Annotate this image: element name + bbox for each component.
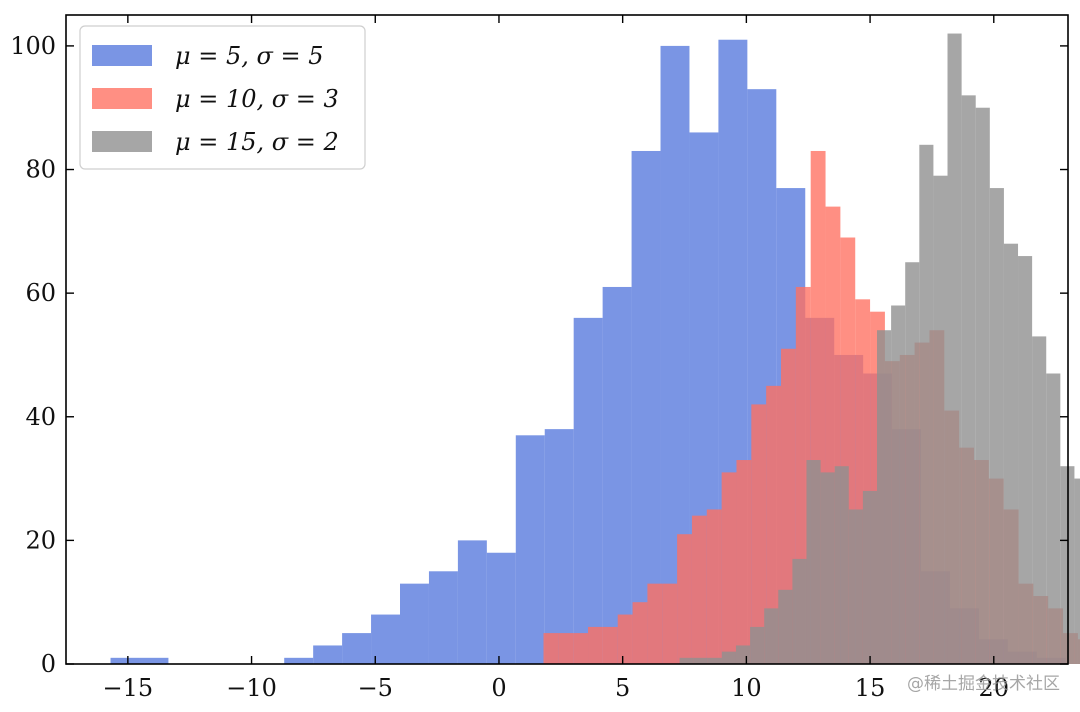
y-tick-label: 0 bbox=[41, 650, 56, 678]
histogram-bar bbox=[707, 657, 722, 664]
y-tick-label: 40 bbox=[25, 403, 56, 431]
histogram-bar bbox=[284, 657, 314, 664]
y-tick-label: 20 bbox=[25, 526, 56, 554]
histogram-bar bbox=[778, 589, 793, 664]
y-tick-label: 60 bbox=[25, 279, 56, 307]
x-tick-label: −5 bbox=[358, 674, 393, 702]
histogram-bar bbox=[313, 645, 343, 664]
histogram-bar bbox=[573, 317, 603, 664]
x-tick-label: 20 bbox=[979, 674, 1010, 702]
histogram-bar bbox=[1046, 373, 1061, 664]
x-tick-label: 0 bbox=[491, 674, 506, 702]
histogram-bar bbox=[750, 626, 765, 664]
y-tick-label: 100 bbox=[10, 32, 56, 60]
histogram-bar bbox=[766, 385, 782, 664]
histogram-bar bbox=[632, 602, 648, 664]
histogram-bar bbox=[721, 472, 737, 664]
histogram-bar bbox=[834, 466, 849, 664]
legend-swatch bbox=[92, 131, 152, 152]
legend-label: μ = 10, σ = 3 bbox=[175, 85, 339, 113]
histogram-bar bbox=[647, 583, 663, 664]
legend-label: μ = 5, σ = 5 bbox=[175, 42, 324, 70]
histogram-bar bbox=[342, 633, 372, 664]
histogram-bar bbox=[919, 144, 934, 665]
histogram-bar bbox=[792, 558, 807, 664]
histogram-bar bbox=[877, 330, 892, 664]
histogram-bar bbox=[933, 175, 948, 664]
histogram-bar bbox=[588, 626, 603, 664]
histogram-bar bbox=[602, 626, 618, 664]
x-tick-label: −15 bbox=[103, 674, 154, 702]
histogram-bar bbox=[677, 534, 692, 664]
histogram-bar bbox=[558, 633, 574, 664]
histogram-bars bbox=[110, 33, 1080, 665]
histogram-bar bbox=[400, 583, 429, 664]
watermark: @稀土掘金技术社区 bbox=[907, 674, 1060, 694]
histogram-bar bbox=[543, 633, 559, 664]
histogram-bar bbox=[820, 472, 835, 664]
histogram-bar bbox=[706, 509, 722, 664]
legend: μ = 5, σ = 5 μ = 10, σ = 3 μ = 15, σ = 2 bbox=[79, 25, 366, 170]
legend-swatch bbox=[92, 88, 152, 109]
y-tick-label: 80 bbox=[25, 156, 56, 184]
histogram-bar bbox=[848, 509, 863, 664]
histogram-bar bbox=[806, 460, 821, 664]
histogram-bar bbox=[989, 188, 1004, 665]
histogram-bar bbox=[691, 515, 707, 664]
histogram-bar bbox=[905, 262, 920, 664]
histogram-bar bbox=[544, 429, 574, 664]
x-tick-label: 10 bbox=[731, 674, 762, 702]
histogram-bar bbox=[751, 404, 767, 664]
histogram-bar bbox=[764, 608, 779, 664]
histogram-bar bbox=[486, 552, 516, 664]
histogram-bar bbox=[1018, 256, 1033, 664]
histogram-bar bbox=[1074, 478, 1080, 664]
histogram-bar bbox=[961, 95, 976, 665]
histogram-bar bbox=[693, 657, 708, 664]
histogram-bar bbox=[736, 460, 752, 664]
histogram-bar bbox=[862, 490, 878, 664]
x-tick-label: −10 bbox=[226, 674, 277, 702]
plot-frame bbox=[65, 14, 1069, 665]
histogram-bar bbox=[110, 657, 140, 664]
histogram-bar bbox=[428, 571, 458, 664]
histogram-bar bbox=[631, 150, 661, 664]
histogram-bar bbox=[1032, 336, 1047, 664]
histogram-bar bbox=[679, 657, 694, 664]
histogram-bar bbox=[947, 33, 962, 665]
series-3 bbox=[679, 33, 1080, 665]
histogram-bar bbox=[721, 651, 736, 664]
histogram-bar bbox=[617, 614, 633, 664]
legend-label: μ = 15, σ = 2 bbox=[175, 128, 339, 156]
histogram-bar bbox=[781, 348, 796, 664]
histogram-bar bbox=[891, 305, 906, 664]
histogram-bar bbox=[515, 435, 545, 664]
histogram-bar bbox=[735, 645, 751, 664]
histogram-bar bbox=[371, 614, 400, 664]
histogram-bar bbox=[457, 540, 487, 664]
histogram-bar bbox=[139, 657, 169, 664]
histogram-bar bbox=[1003, 243, 1019, 664]
legend-swatch bbox=[92, 45, 152, 66]
histogram-bar bbox=[975, 107, 990, 664]
x-tick-label: 5 bbox=[615, 674, 630, 702]
histogram-bar bbox=[573, 633, 589, 664]
axis-ticks: −15 −10 −5 0 5 10 15 20 0 20 40 60 80 100 bbox=[10, 15, 1068, 702]
histogram-bar bbox=[602, 286, 632, 664]
x-tick-label: 15 bbox=[855, 674, 886, 702]
histogram-bar bbox=[662, 583, 678, 664]
